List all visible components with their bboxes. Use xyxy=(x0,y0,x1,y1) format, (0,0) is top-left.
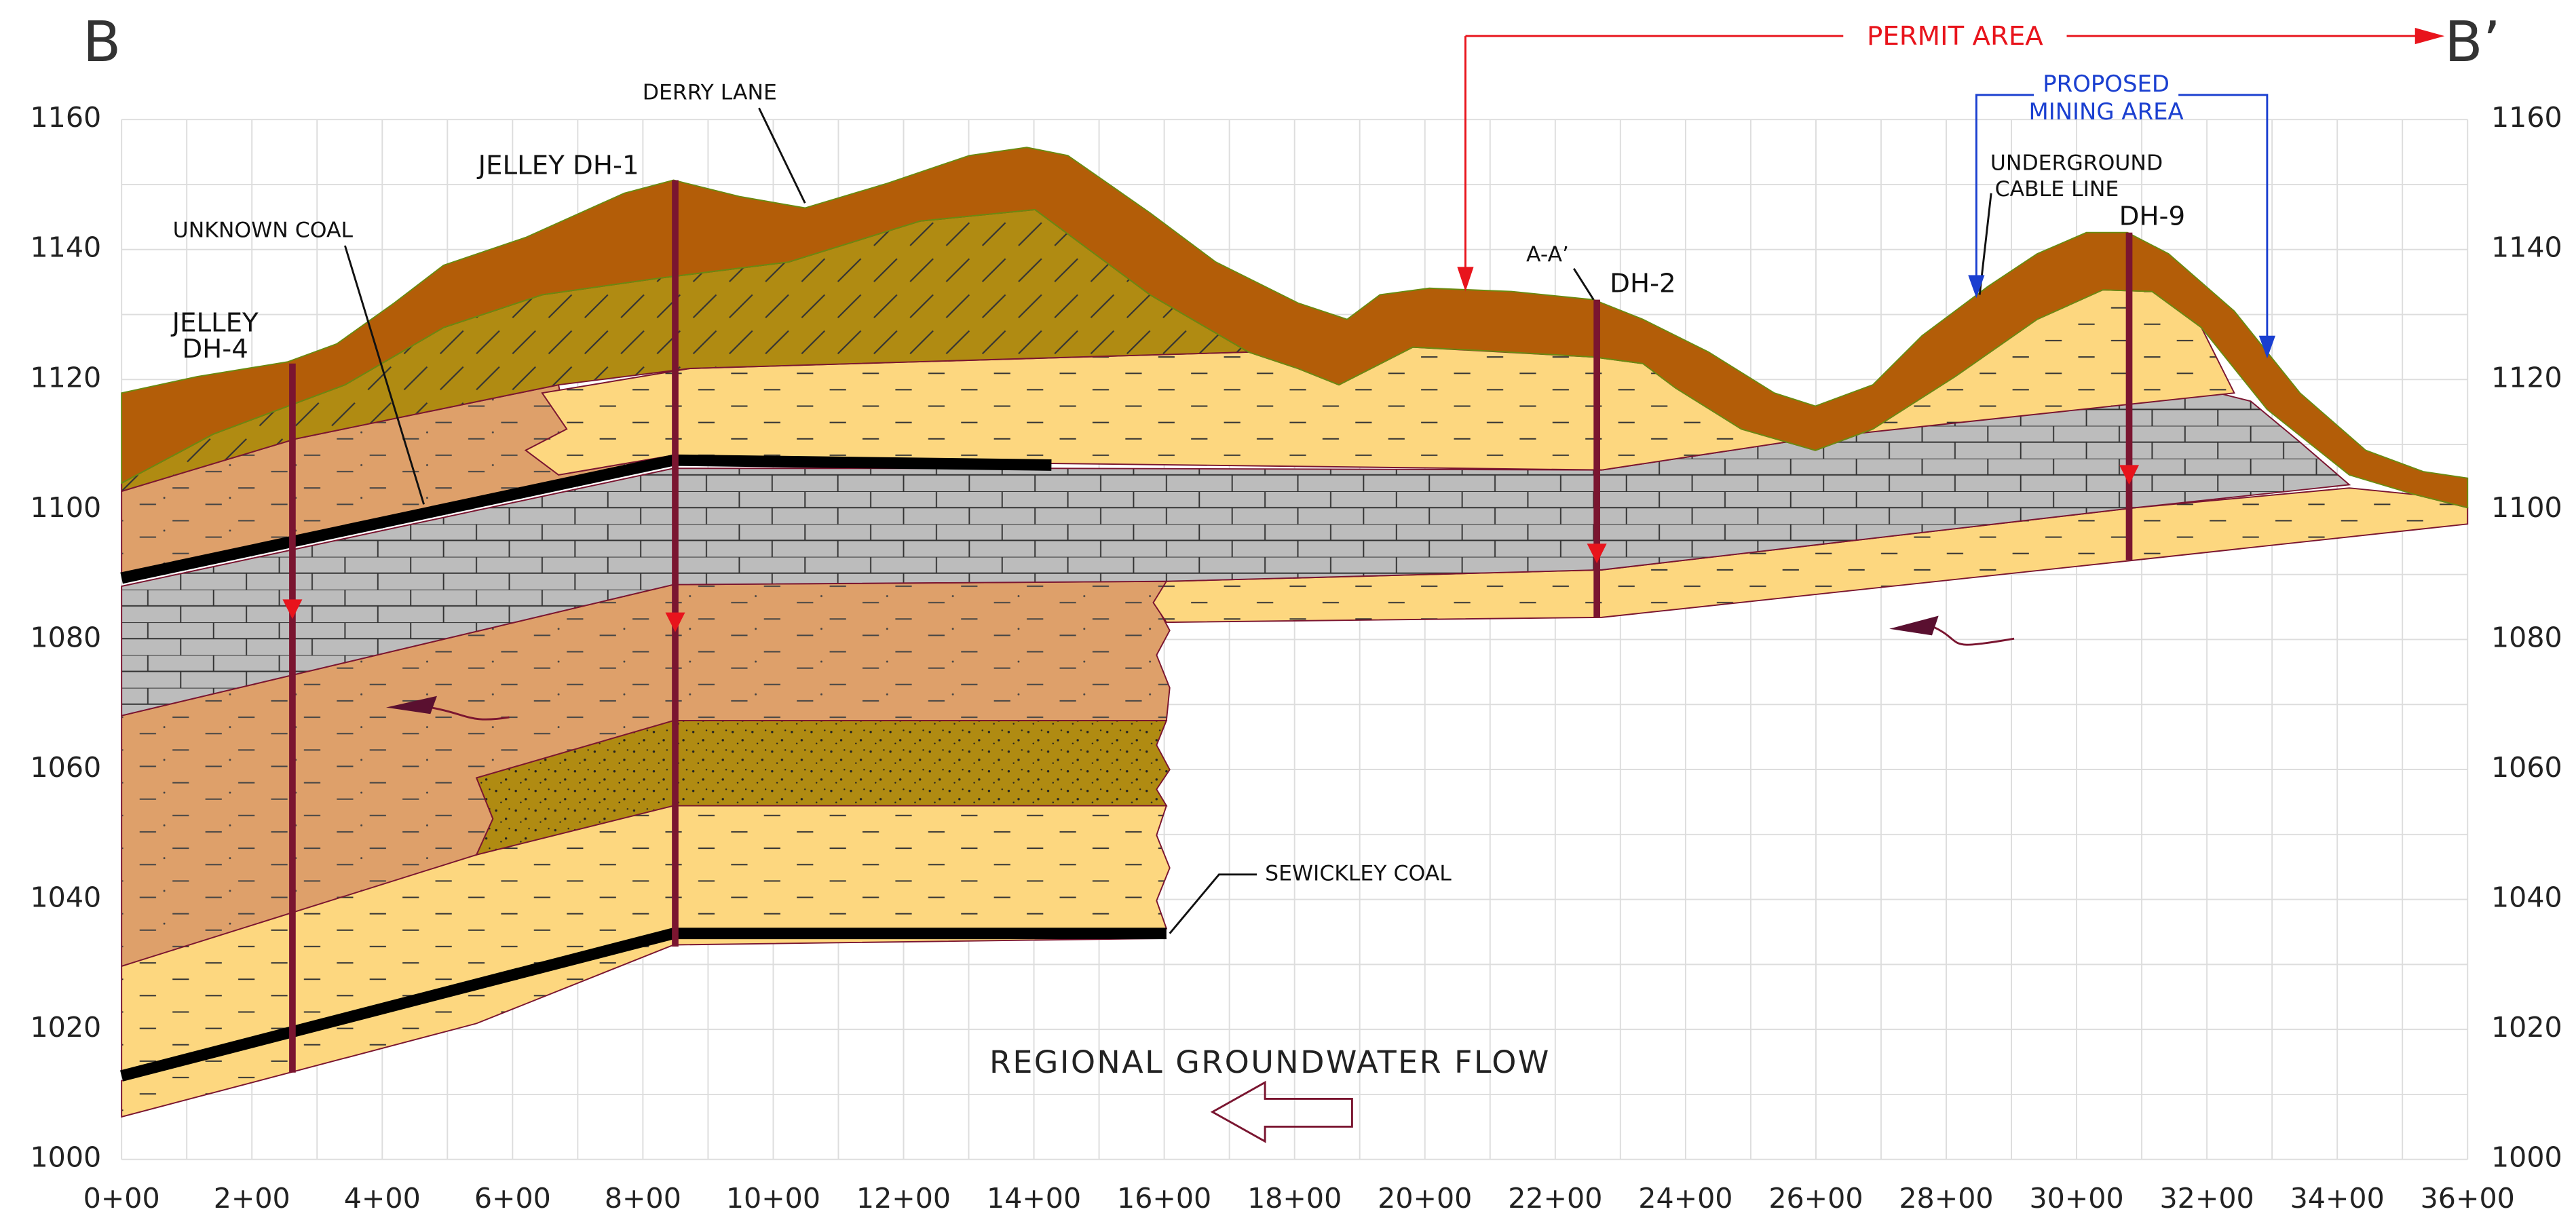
station-label: 16+00 xyxy=(1117,1182,1211,1215)
station-label: 32+00 xyxy=(2160,1182,2254,1215)
elevation-label: 1080 xyxy=(2491,621,2562,653)
station-label: 24+00 xyxy=(1638,1182,1732,1215)
section-ref: A-A’ xyxy=(1526,243,1569,267)
permit-label: PERMIT AREA xyxy=(1867,21,2043,52)
elevation-label: 1100 xyxy=(30,491,101,524)
page: B B’ PERMIT AREA PROPOSED MINING AREA DE… xyxy=(0,0,2576,1220)
coal-label: UNKNOWN COAL xyxy=(173,218,354,242)
station-label: 10+00 xyxy=(726,1182,820,1215)
station-label: 14+00 xyxy=(987,1182,1081,1215)
station-label: 0+00 xyxy=(83,1182,160,1215)
elevation-label: 1000 xyxy=(30,1141,101,1174)
elevation-label: 1000 xyxy=(2491,1141,2562,1174)
station-label: 12+00 xyxy=(856,1182,951,1215)
elevation-label: 1120 xyxy=(2491,361,2562,394)
station-label: 18+00 xyxy=(1247,1182,1342,1215)
elevation-label: 1100 xyxy=(2491,491,2562,524)
hole-label: DH-9 xyxy=(2119,202,2186,232)
coal-label: SEWICKLEY COAL xyxy=(1265,862,1452,886)
elevation-label: 1140 xyxy=(30,231,101,264)
flow-label: REGIONAL GROUNDWATER FLOW xyxy=(989,1044,1551,1080)
section-label: B’ xyxy=(2444,10,2501,75)
station-label: 36+00 xyxy=(2421,1182,2515,1215)
station-label: 2+00 xyxy=(214,1182,290,1215)
station-label: 6+00 xyxy=(474,1182,551,1215)
arrowhead xyxy=(1457,267,1473,291)
elevation-label: 1060 xyxy=(30,751,101,784)
cable-label: UNDERGROUND xyxy=(1990,151,2163,175)
road-label: DERRY LANE xyxy=(643,81,777,105)
flow-arrowhead xyxy=(1889,615,1939,635)
section-label: B xyxy=(83,10,121,75)
station-label: 20+00 xyxy=(1378,1182,1472,1215)
station-label: 22+00 xyxy=(1508,1182,1602,1215)
hole-label: DH-4 xyxy=(182,334,248,364)
hole-label: JELLEY DH-1 xyxy=(477,151,639,181)
elevation-label: 1040 xyxy=(2491,881,2562,914)
station-label: 26+00 xyxy=(1768,1182,1863,1215)
elevation-label: 1120 xyxy=(30,361,101,394)
station-label: 34+00 xyxy=(2290,1182,2385,1215)
elevation-label: 1020 xyxy=(30,1011,101,1044)
arrowhead xyxy=(2415,28,2445,44)
station-label: 30+00 xyxy=(2029,1182,2123,1215)
leader xyxy=(1170,875,1257,934)
elevation-label: 1160 xyxy=(30,101,101,134)
elevation-label: 1160 xyxy=(2491,101,2562,134)
elevation-label: 1040 xyxy=(30,881,101,914)
leader xyxy=(1574,269,1593,300)
elevation-label: 1140 xyxy=(2491,231,2562,264)
cross-section: B B’ PERMIT AREA PROPOSED MINING AREA DE… xyxy=(0,0,2576,1220)
groundwater-arrow xyxy=(1213,1082,1352,1141)
leader xyxy=(759,108,805,203)
hole-label: DH-2 xyxy=(1610,268,1676,299)
station-label: 4+00 xyxy=(344,1182,421,1215)
station-label: 8+00 xyxy=(605,1182,681,1215)
elevation-label: 1060 xyxy=(2491,751,2562,784)
mining-label: MINING AREA xyxy=(2028,98,2183,125)
elevation-label: 1020 xyxy=(2491,1011,2562,1044)
elevation-label: 1080 xyxy=(30,621,101,653)
mining-label: PROPOSED xyxy=(2043,71,2170,97)
station-label: 28+00 xyxy=(1899,1182,1993,1215)
cable-label: CABLE LINE xyxy=(1995,177,2119,202)
